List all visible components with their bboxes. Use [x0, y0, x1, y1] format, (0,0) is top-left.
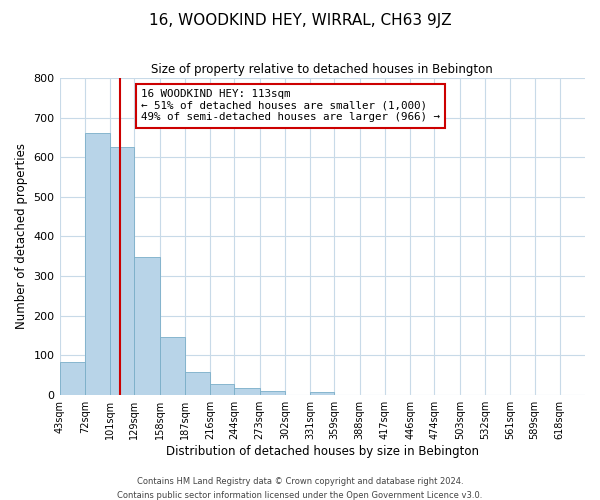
- X-axis label: Distribution of detached houses by size in Bebington: Distribution of detached houses by size …: [166, 444, 479, 458]
- Y-axis label: Number of detached properties: Number of detached properties: [15, 144, 28, 330]
- Bar: [235, 388, 260, 394]
- Text: 16 WOODKIND HEY: 113sqm
← 51% of detached houses are smaller (1,000)
49% of semi: 16 WOODKIND HEY: 113sqm ← 51% of detache…: [141, 89, 440, 122]
- Bar: [260, 391, 285, 394]
- Bar: [59, 362, 85, 394]
- Bar: [310, 392, 334, 394]
- Bar: [210, 384, 235, 394]
- Bar: [85, 134, 110, 394]
- Title: Size of property relative to detached houses in Bebington: Size of property relative to detached ho…: [151, 62, 493, 76]
- Bar: [134, 257, 160, 394]
- Text: 16, WOODKIND HEY, WIRRAL, CH63 9JZ: 16, WOODKIND HEY, WIRRAL, CH63 9JZ: [149, 12, 451, 28]
- Bar: [110, 148, 134, 394]
- Bar: [160, 338, 185, 394]
- Text: Contains HM Land Registry data © Crown copyright and database right 2024.
Contai: Contains HM Land Registry data © Crown c…: [118, 478, 482, 500]
- Bar: [185, 372, 210, 394]
